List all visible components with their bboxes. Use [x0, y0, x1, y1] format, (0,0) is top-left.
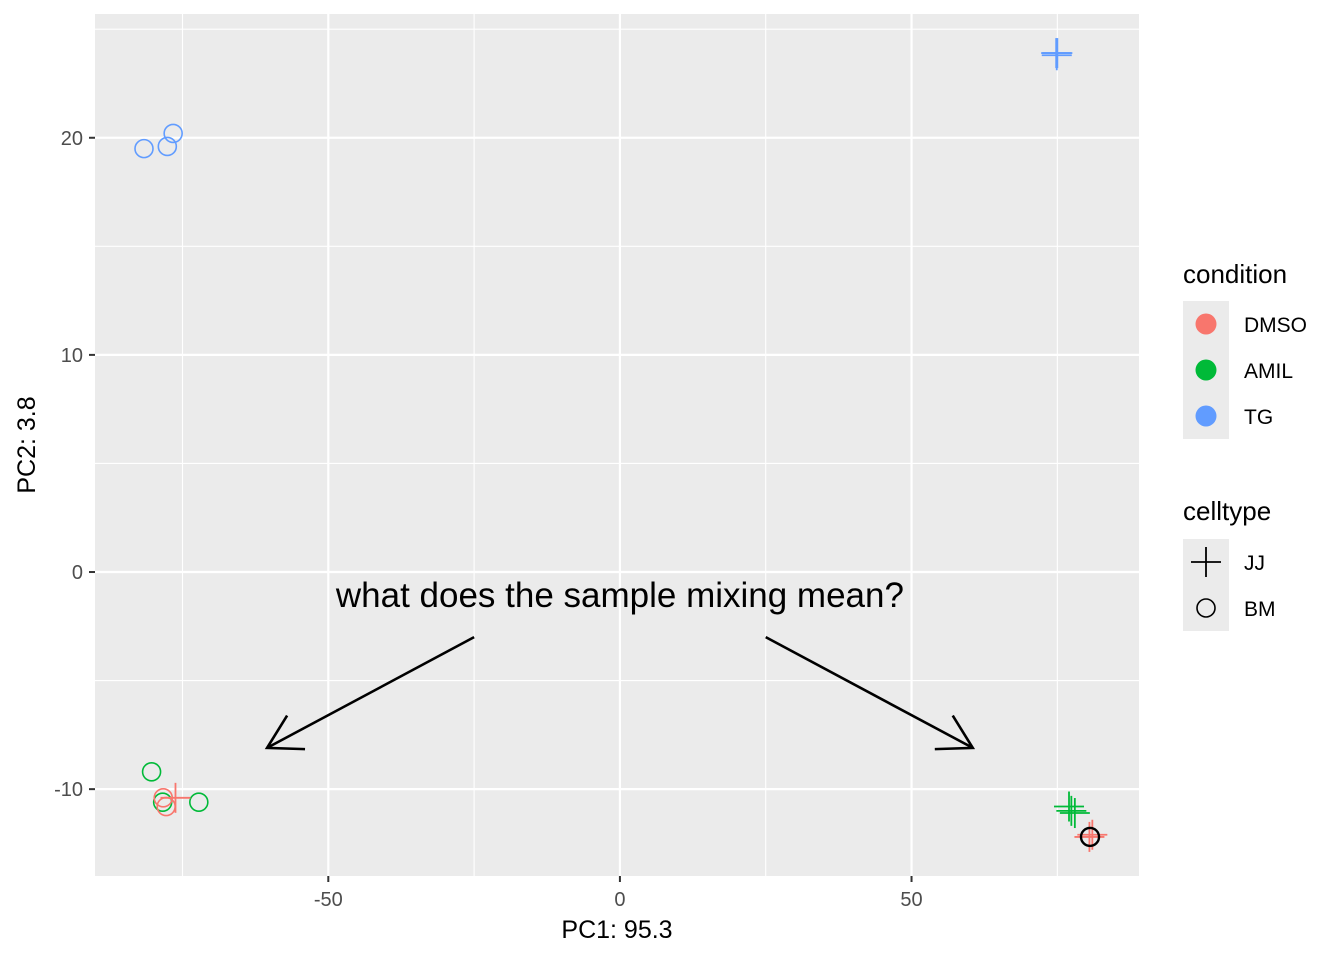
annotation-arrows — [264, 636, 976, 751]
data-point — [141, 761, 162, 782]
legend-key — [1195, 359, 1217, 381]
x-tick-label: 0 — [614, 889, 625, 911]
major-gridlines — [95, 14, 1139, 876]
legend-celltype: celltype JJ BM — [1183, 496, 1276, 631]
data-point — [134, 138, 154, 159]
legend-key — [1196, 598, 1216, 618]
y-tick-label: 20 — [61, 128, 83, 150]
legend-label: DMSO — [1244, 314, 1307, 337]
legend-key — [1195, 405, 1217, 427]
annotation-arrow — [264, 636, 475, 751]
data-point — [160, 782, 191, 813]
legend: condition DMSO AMIL TG celltype JJ BM — [1183, 259, 1307, 631]
legend-title: celltype — [1183, 496, 1271, 526]
highlighted-point — [1079, 826, 1101, 848]
data-point — [1042, 38, 1073, 69]
y-axis-ticks: -10 0 10 20 — [54, 128, 95, 801]
data-points — [134, 38, 1108, 852]
x-tick-label: -50 — [314, 889, 343, 911]
data-point — [189, 792, 209, 812]
legend-label: TG — [1244, 406, 1273, 429]
data-point — [163, 123, 183, 144]
data-point — [157, 136, 178, 157]
annotation-arrow — [765, 636, 976, 751]
annotation: what does the sample mixing mean? — [264, 576, 976, 751]
legend-label: AMIL — [1244, 360, 1293, 383]
data-point — [1054, 791, 1085, 822]
minor-gridlines — [95, 14, 1139, 876]
legend-key — [1195, 313, 1217, 335]
legend-label: BM — [1244, 598, 1276, 621]
x-axis-title: PC1: 95.3 — [561, 916, 672, 944]
data-point — [1059, 798, 1090, 829]
legend-key-bg — [1183, 585, 1229, 631]
y-tick-label: 10 — [61, 345, 83, 367]
annotation-text: what does the sample mixing mean? — [335, 576, 904, 615]
y-tick-label: 0 — [72, 562, 83, 584]
x-axis-ticks: -50 0 50 — [314, 876, 923, 911]
plot-panel — [95, 14, 1139, 876]
legend-label: JJ — [1244, 552, 1265, 575]
legend-title: condition — [1183, 259, 1287, 289]
legend-condition: condition DMSO AMIL TG — [1183, 259, 1307, 439]
y-axis-title: PC2: 3.8 — [13, 396, 41, 493]
x-tick-label: 50 — [900, 889, 922, 911]
y-tick-label: -10 — [54, 779, 83, 801]
legend-key — [1191, 547, 1221, 577]
data-point — [1056, 795, 1087, 826]
